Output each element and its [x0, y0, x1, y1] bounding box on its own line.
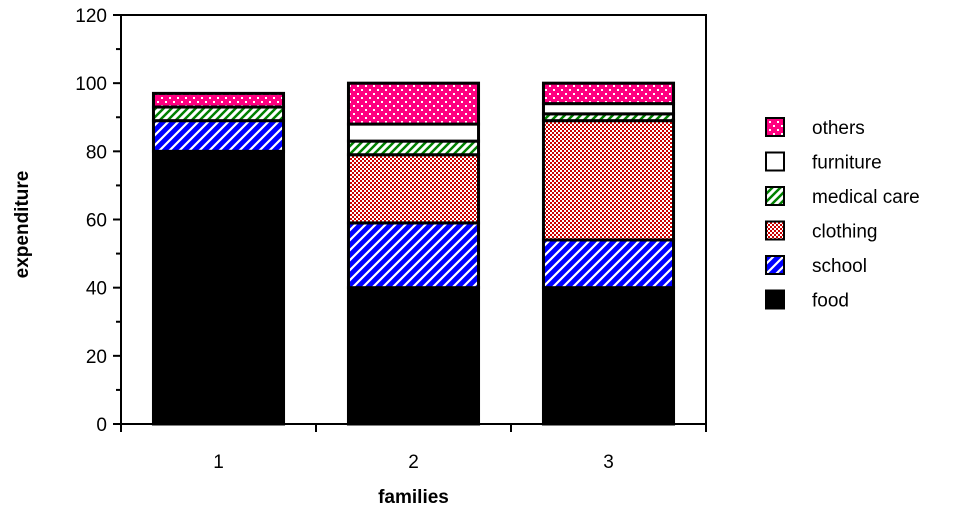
x-axis-title: families	[378, 487, 449, 508]
y-tick-label: 40	[86, 279, 107, 300]
bar-segment-food	[346, 286, 481, 426]
legend-item-furniture: furniture	[765, 151, 882, 174]
legend-swatch	[765, 151, 785, 172]
bar-segment-furniture	[346, 122, 481, 143]
bar-stack-family-2	[346, 81, 481, 426]
legend-swatch	[765, 220, 785, 241]
x-axis-ticks: 1 2 3	[120, 424, 707, 473]
bar-segment-medical-care	[346, 139, 481, 157]
x-tick-label: 1	[213, 452, 224, 473]
legend-label: others	[812, 118, 865, 139]
legend: others furniture medical care clothing schoo…	[765, 117, 920, 312]
bar-stack-family-1	[151, 91, 286, 426]
bar-segment-furniture	[541, 102, 676, 116]
legend-label: food	[812, 291, 849, 312]
x-tick-label: 2	[408, 452, 419, 473]
legend-swatch	[765, 186, 785, 206]
bars-layer	[151, 81, 676, 426]
y-axis-ticks: 0 20 40 60 80 100 120	[75, 6, 121, 436]
legend-swatch	[765, 289, 785, 310]
legend-label: clothing	[812, 222, 878, 243]
bar-segment-others	[346, 81, 481, 126]
bar-segment-school	[541, 238, 676, 290]
axes: 0 20 40 60 80 100 120 1 2 3	[75, 6, 707, 473]
legend-label: furniture	[812, 153, 882, 174]
bar-segment-school	[346, 221, 481, 290]
bar-segment-others	[541, 81, 676, 106]
y-tick-label: 80	[86, 142, 107, 163]
bar-segment-food	[151, 149, 286, 426]
bar-stack-family-3	[541, 81, 676, 426]
legend-label: medical care	[812, 187, 920, 208]
y-tick-label: 20	[86, 347, 107, 368]
y-tick-label: 0	[96, 415, 107, 436]
bar-segment-clothing	[346, 153, 481, 225]
legend-item-medical-care: medical care	[765, 186, 920, 208]
legend-item-food: food	[765, 289, 849, 312]
bar-segment-food	[541, 286, 676, 426]
bar-segment-medical-care	[151, 105, 286, 123]
bar-segment-others	[151, 91, 286, 109]
legend-item-others: others	[765, 117, 865, 139]
y-tick-label: 100	[75, 74, 107, 95]
x-tick-label: 3	[603, 452, 614, 473]
y-axis-title: expenditure	[12, 171, 33, 279]
y-tick-label: 60	[86, 211, 107, 232]
legend-item-clothing: clothing	[765, 220, 878, 243]
bar-segment-clothing	[541, 119, 676, 242]
legend-swatch	[765, 117, 785, 137]
legend-label: school	[812, 256, 867, 277]
y-tick-label: 120	[75, 6, 107, 27]
bar-segment-school	[151, 119, 286, 153]
legend-item-school: school	[765, 255, 867, 277]
legend-swatch	[765, 255, 785, 275]
